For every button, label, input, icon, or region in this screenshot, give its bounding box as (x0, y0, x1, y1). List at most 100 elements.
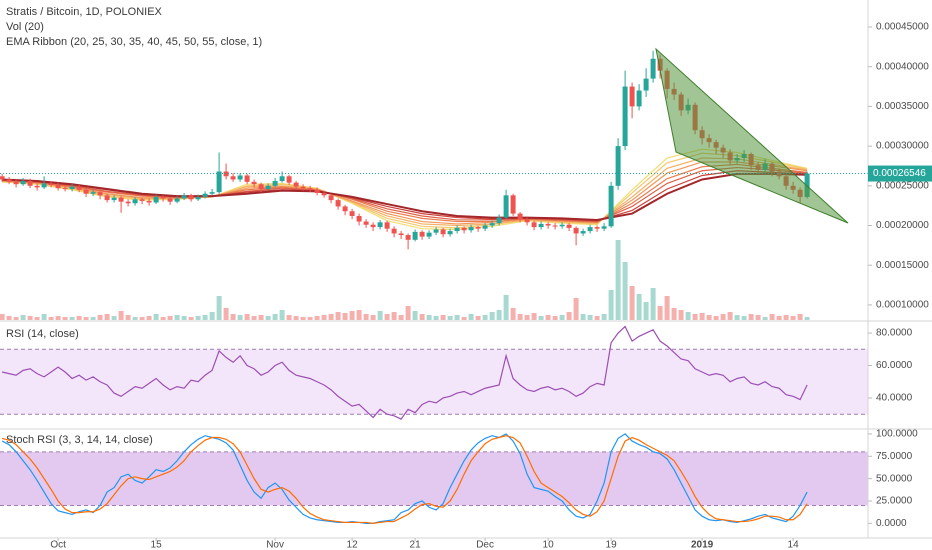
volume-bar (468, 314, 474, 320)
volume-bar (559, 315, 565, 320)
y-tick-label: 75.0000 (876, 451, 913, 462)
volume-bar (545, 315, 551, 320)
candle-body (104, 195, 110, 201)
volume-bar (419, 314, 425, 320)
candle-body (622, 86, 628, 147)
volume-bar (181, 316, 187, 320)
candle-body (636, 90, 642, 107)
ema-line (2, 163, 808, 223)
volume-bar (531, 313, 537, 320)
volume-bar (265, 316, 271, 320)
candle-body (643, 78, 649, 91)
volume-bar (48, 317, 54, 320)
volume-bar (62, 317, 68, 320)
candle-body (41, 183, 47, 188)
volume-bar (27, 316, 33, 320)
volume-bar (636, 294, 642, 320)
candle-body (524, 219, 530, 223)
candle-body (20, 181, 26, 185)
volume-bar (349, 311, 355, 320)
volume-bar (664, 296, 670, 320)
x-tick-label: 12 (347, 540, 359, 550)
volume-bar (622, 262, 628, 320)
candle-body (503, 195, 509, 218)
volume-bar (188, 317, 194, 320)
volume-bar (391, 312, 397, 320)
candle-body (559, 224, 565, 227)
volume-bar (118, 311, 124, 320)
volume-bar (230, 314, 236, 320)
volume-bar (685, 312, 691, 320)
candle-body (307, 188, 313, 190)
volume-bar (706, 315, 712, 320)
candle-body (454, 227, 460, 232)
volume-bar (713, 316, 719, 320)
volume-bar (643, 302, 649, 320)
y-tick-label: 0.00035000 (876, 101, 929, 112)
candle-body (237, 175, 243, 180)
volume-bar (727, 312, 733, 320)
candle-body (580, 231, 586, 234)
candle-body (293, 182, 299, 187)
volume-bar (76, 316, 82, 320)
volume-bar (377, 311, 383, 320)
candle-body (482, 225, 488, 229)
candle-body (377, 222, 383, 228)
volume-bar (139, 317, 145, 320)
volume-bar (286, 315, 292, 320)
candle-body (83, 189, 89, 194)
candle-body (461, 227, 467, 231)
candle-body (160, 196, 166, 199)
candle-body (111, 197, 117, 201)
plot-marks (0, 50, 810, 524)
candle-body (419, 231, 425, 237)
volume-bar (111, 316, 117, 320)
candle-body (566, 224, 572, 228)
volume-bar (608, 290, 614, 320)
volume-bar (209, 312, 215, 320)
volume-bar (167, 316, 173, 320)
volume-bar (202, 315, 208, 320)
y-tick-label: 0.00020000 (876, 220, 929, 231)
candle-body (90, 192, 96, 194)
candle-body (594, 227, 600, 229)
candle-body (216, 171, 222, 193)
volume-bar (69, 317, 75, 320)
volume-bar (412, 311, 418, 320)
ema-line (2, 157, 808, 227)
candle-body (440, 229, 446, 235)
candle-body (468, 227, 474, 231)
ema-line (2, 172, 808, 221)
volume-bar (671, 308, 677, 320)
candle-body (209, 192, 215, 194)
volume-legend: Vol (20) (6, 21, 44, 33)
volume-bar (790, 316, 796, 320)
y-tick-label: 0.0000 (876, 518, 907, 529)
candle-body (510, 195, 516, 214)
volume-bar (363, 314, 369, 320)
volume-bar (692, 314, 698, 320)
volume-bar (237, 315, 243, 320)
volume-bar (496, 310, 502, 320)
candle-body (629, 86, 635, 107)
volume-bar (510, 308, 516, 320)
candle-body (538, 223, 544, 228)
volume-bar (580, 314, 586, 320)
axes: 0.00010000 0.00015000 0.00020000 0.00025000… (50, 22, 932, 550)
volume-bar (769, 314, 775, 320)
volume-bar (216, 296, 222, 320)
volume-bar (300, 317, 306, 320)
candle-body (321, 192, 327, 196)
candle-body (97, 192, 103, 196)
candle-body (34, 185, 40, 188)
candle-body (433, 229, 439, 233)
volume-bar (433, 316, 439, 320)
y-tick-label: 0.00040000 (876, 61, 929, 72)
volume-bar (524, 315, 530, 320)
volume-bar (13, 317, 19, 320)
volume-bar (160, 317, 166, 320)
candle-body (139, 199, 145, 201)
volume-bar (370, 315, 376, 320)
